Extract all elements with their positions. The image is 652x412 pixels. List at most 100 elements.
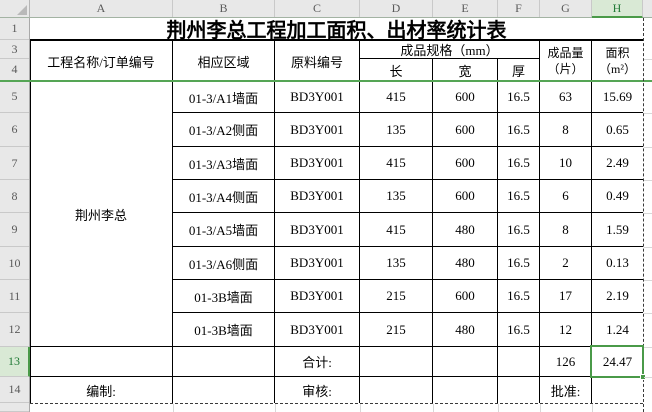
cell-project-name[interactable]: 荆州李总: [30, 82, 173, 347]
cell-f11-thickness[interactable]: 16.5: [498, 280, 540, 313]
cell-h5-area[interactable]: 15.69: [592, 82, 643, 113]
row-header-9[interactable]: 9: [0, 213, 29, 247]
cell-b6-region[interactable]: 01-3/A2侧面: [173, 113, 275, 147]
cell-g6-qty[interactable]: 8: [540, 113, 592, 147]
header-area[interactable]: 面积 （m²）: [592, 41, 643, 82]
cell-d13[interactable]: [360, 347, 433, 377]
cell-f8-thickness[interactable]: 16.5: [498, 180, 540, 213]
cell-b10-region[interactable]: 01-3/A6侧面: [173, 247, 275, 280]
header-quantity[interactable]: 成品量 （片）: [540, 41, 592, 82]
cell-h9-area[interactable]: 1.59: [592, 213, 643, 247]
cell-total-label[interactable]: 合计:: [275, 347, 360, 377]
cell-e10-width[interactable]: 480: [433, 247, 498, 280]
cell-c9-material[interactable]: BD3Y001: [275, 213, 360, 247]
cell-e7-width[interactable]: 600: [433, 147, 498, 180]
header-material[interactable]: 原料编号: [275, 41, 360, 82]
cell-e12-width[interactable]: 480: [433, 313, 498, 347]
cell-d6-length[interactable]: 135: [360, 113, 433, 147]
cell-e9-width[interactable]: 480: [433, 213, 498, 247]
column-header-d[interactable]: D: [360, 0, 433, 17]
cell-f5-thickness[interactable]: 16.5: [498, 82, 540, 113]
cell-reviewed[interactable]: 审核:: [275, 377, 360, 403]
row-header-4[interactable]: 4: [0, 59, 29, 81]
cell-e11-width[interactable]: 600: [433, 280, 498, 313]
cell-e13[interactable]: [433, 347, 498, 377]
column-header-f[interactable]: F: [498, 0, 540, 17]
row-header-7[interactable]: 7: [0, 147, 29, 180]
cell-g7-qty[interactable]: 10: [540, 147, 592, 180]
row-header-13[interactable]: 13: [0, 347, 30, 377]
cell-d14[interactable]: [360, 377, 433, 403]
selection-border[interactable]: [590, 345, 644, 378]
cell-f9-thickness[interactable]: 16.5: [498, 213, 540, 247]
cell-f13[interactable]: [498, 347, 540, 377]
cell-b5-region[interactable]: 01-3/A1墙面: [173, 82, 275, 113]
cell-c10-material[interactable]: BD3Y001: [275, 247, 360, 280]
cell-h8-area[interactable]: 0.49: [592, 180, 643, 213]
cell-b9-region[interactable]: 01-3/A5墙面: [173, 213, 275, 247]
header-spec[interactable]: 成品规格（mm）: [360, 41, 540, 59]
cell-prepared[interactable]: 编制:: [30, 377, 173, 403]
cell-c7-material[interactable]: BD3Y001: [275, 147, 360, 180]
cell-d12-length[interactable]: 215: [360, 313, 433, 347]
column-header-g[interactable]: G: [540, 0, 592, 17]
row-header-11[interactable]: 11: [0, 280, 29, 313]
header-thickness[interactable]: 厚: [498, 59, 540, 82]
cell-b12-region[interactable]: 01-3B墙面: [173, 313, 275, 347]
cell-c11-material[interactable]: BD3Y001: [275, 280, 360, 313]
cell-f14[interactable]: [498, 377, 540, 403]
cell-b8-region[interactable]: 01-3/A4侧面: [173, 180, 275, 213]
cell-f10-thickness[interactable]: 16.5: [498, 247, 540, 280]
header-region[interactable]: 相应区域: [173, 41, 275, 82]
cell-b7-region[interactable]: 01-3/A3墙面: [173, 147, 275, 180]
cell-g10-qty[interactable]: 2: [540, 247, 592, 280]
row-header-8[interactable]: 8: [0, 180, 29, 213]
column-header-a[interactable]: A: [30, 0, 173, 17]
cell-a13[interactable]: [30, 347, 173, 377]
cell-h12-area[interactable]: 1.24: [592, 313, 643, 347]
cell-e5-width[interactable]: 600: [433, 82, 498, 113]
row-header-5[interactable]: 5: [0, 81, 29, 113]
cell-approved[interactable]: 批准:: [540, 377, 592, 403]
cell-h11-area[interactable]: 2.19: [592, 280, 643, 313]
header-length[interactable]: 长: [360, 59, 433, 82]
cell-d7-length[interactable]: 415: [360, 147, 433, 180]
cell-c12-material[interactable]: BD3Y001: [275, 313, 360, 347]
cell-d9-length[interactable]: 415: [360, 213, 433, 247]
row-header-1[interactable]: 1: [0, 18, 29, 40]
cell-e8-width[interactable]: 600: [433, 180, 498, 213]
cell-g9-qty[interactable]: 8: [540, 213, 592, 247]
cell-d8-length[interactable]: 135: [360, 180, 433, 213]
header-width[interactable]: 宽: [433, 59, 498, 82]
cell-c8-material[interactable]: BD3Y001: [275, 180, 360, 213]
row-header-14[interactable]: 14: [0, 377, 29, 403]
cell-h14[interactable]: [592, 377, 643, 403]
cell-b14[interactable]: [173, 377, 275, 403]
row-header-stub[interactable]: [0, 403, 29, 412]
row-header-10[interactable]: 10: [0, 247, 29, 280]
column-header-b[interactable]: B: [173, 0, 275, 17]
cell-e14[interactable]: [433, 377, 498, 403]
cell-g11-qty[interactable]: 17: [540, 280, 592, 313]
cell-c6-material[interactable]: BD3Y001: [275, 113, 360, 147]
cell-g12-qty[interactable]: 12: [540, 313, 592, 347]
column-header-e[interactable]: E: [433, 0, 498, 17]
cell-total-qty[interactable]: 126: [540, 347, 592, 377]
cell-total-area-selected[interactable]: 24.47: [592, 347, 643, 377]
cell-f6-thickness[interactable]: 16.5: [498, 113, 540, 147]
column-header-c[interactable]: C: [275, 0, 360, 17]
header-project[interactable]: 工程名称/订单编号: [30, 41, 173, 82]
row-header-12[interactable]: 12: [0, 313, 29, 347]
select-all-corner[interactable]: [0, 0, 30, 18]
cell-f7-thickness[interactable]: 16.5: [498, 147, 540, 180]
cell-d5-length[interactable]: 415: [360, 82, 433, 113]
cell-d11-length[interactable]: 215: [360, 280, 433, 313]
cell-g5-qty[interactable]: 63: [540, 82, 592, 113]
row-header-6[interactable]: 6: [0, 113, 29, 147]
cell-h10-area[interactable]: 0.13: [592, 247, 643, 280]
cell-g8-qty[interactable]: 6: [540, 180, 592, 213]
sheet-title-cell[interactable]: 荆州李总工程加工面积、出材率统计表: [30, 18, 643, 42]
cell-f12-thickness[interactable]: 16.5: [498, 313, 540, 347]
cell-h7-area[interactable]: 2.49: [592, 147, 643, 180]
cell-b13[interactable]: [173, 347, 275, 377]
